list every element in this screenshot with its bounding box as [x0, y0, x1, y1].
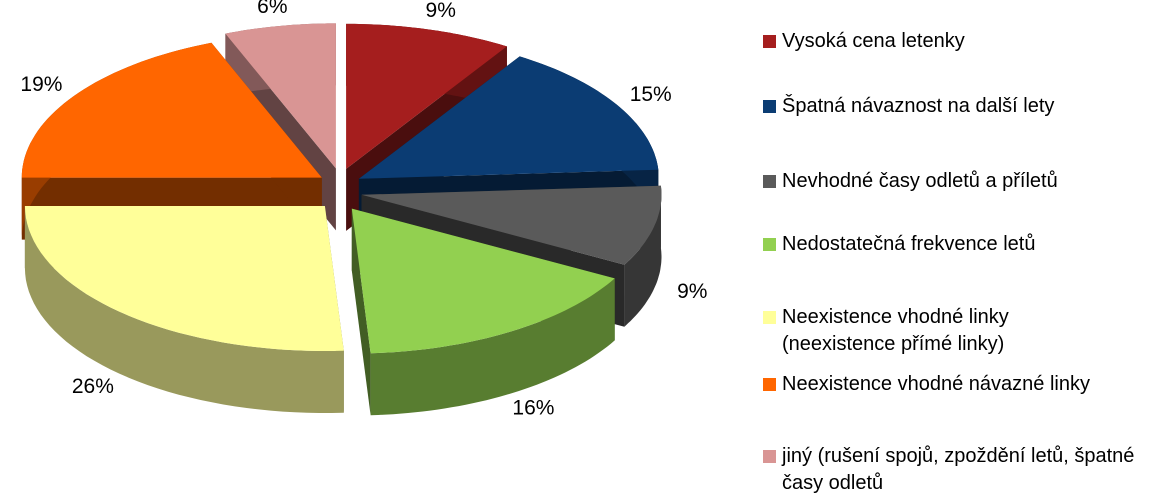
legend-label: Neexistence vhodné linky (neexistence př… [782, 306, 1009, 355]
legend-label: jiný (rušení spojů, zpoždění letů, špatn… [782, 445, 1135, 494]
legend-swatch [763, 311, 776, 324]
data-label: 16% [512, 396, 554, 419]
slice-side [624, 185, 662, 327]
legend-swatch [763, 175, 776, 188]
legend-item: Nevhodné časy odletů a příletů [763, 168, 1123, 195]
legend-label: Neexistence vhodné návazné linky [782, 373, 1090, 395]
legend-label: Nedostatečná frekvence letů [782, 233, 1036, 255]
data-label: 9% [677, 280, 707, 303]
data-label: 15% [630, 83, 672, 106]
legend-item: Vysoká cena letenky [763, 28, 1123, 55]
slice-top [21, 42, 322, 178]
legend-item: Špatná návaznost na další lety [763, 93, 1123, 120]
slice-top [351, 208, 615, 354]
chart: 9% 15% 9% 16% 26% 19% 6% [20, 0, 707, 419]
data-label: 9% [426, 0, 456, 22]
slice-wall [351, 208, 371, 416]
slice-top [225, 23, 336, 169]
legend-swatch [763, 450, 776, 463]
legend-item: jiný (rušení spojů, zpoždění letů, špatn… [763, 443, 1153, 497]
legend-item: Neexistence vhodné návazné linky [763, 371, 1123, 398]
legend-item: Nedostatečná frekvence letů [763, 231, 1123, 258]
slice-side [24, 206, 344, 413]
legend-label: Nevhodné časy odletů a příletů [782, 170, 1058, 192]
pie-slice [24, 206, 344, 413]
legend-swatch [763, 238, 776, 251]
slice-top [346, 23, 507, 169]
slice-side [370, 278, 615, 416]
legend-label: Vysoká cena letenky [782, 30, 965, 52]
pie-slice [351, 208, 615, 416]
legend-swatch [763, 100, 776, 113]
legend-swatch [763, 378, 776, 391]
slice-top [24, 206, 344, 351]
data-label: 6% [257, 0, 287, 18]
legend-swatch [763, 35, 776, 48]
data-label: 19% [20, 73, 62, 96]
legend-label: Špatná návaznost na další lety [782, 95, 1055, 117]
slice-top [361, 185, 662, 265]
slice-top [358, 56, 659, 179]
data-label: 26% [72, 375, 114, 398]
legend-item: Neexistence vhodné linky (neexistence př… [763, 304, 1123, 358]
